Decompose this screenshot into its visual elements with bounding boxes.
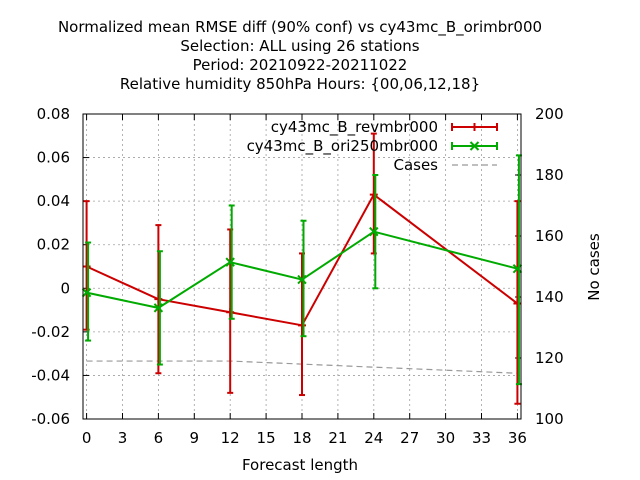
legend-marker	[469, 141, 480, 151]
x-tick-label: 36	[508, 429, 527, 447]
y2-tick-label: 180	[535, 166, 564, 184]
y2-tick-label: 120	[535, 349, 564, 367]
data-point	[298, 321, 306, 330]
y-tick-label: 0.08	[37, 105, 70, 123]
x-tick-label: 21	[328, 429, 347, 447]
data-point	[226, 308, 235, 317]
y2-tick-label: 200	[535, 105, 564, 123]
y-tick-label: -0.06	[31, 410, 70, 428]
legend-entry-label: Cases	[393, 156, 438, 174]
x-tick-label: 12	[221, 429, 240, 447]
data-point	[225, 257, 235, 267]
y2-tick-label: 100	[535, 410, 564, 428]
x-tick-label: 15	[257, 429, 276, 447]
data-point	[512, 263, 523, 274]
y2-tick-label: 160	[535, 227, 564, 245]
legend-marker	[470, 123, 479, 131]
x-tick-label: 0	[82, 429, 92, 447]
x-tick-label: 3	[118, 429, 128, 447]
x-tick-label: 27	[400, 429, 419, 447]
y-tick-label: 0.06	[37, 149, 70, 167]
title-line: Period: 20210922-20211022	[193, 56, 408, 74]
legend: cy43mc_B_revmbr000cy43mc_B_ori250mbr000C…	[247, 118, 498, 174]
data-point	[369, 190, 378, 199]
y-tick-label: -0.04	[31, 366, 70, 384]
x-axis-label: Forecast length	[242, 456, 358, 474]
x-tick-label: 24	[364, 429, 383, 447]
data-series	[81, 132, 523, 405]
legend-entry-label: cy43mc_B_revmbr000	[271, 118, 438, 137]
y-tick-label: -0.02	[31, 323, 70, 341]
data-point	[513, 299, 522, 308]
x-tick-label: 18	[292, 429, 311, 447]
data-point	[154, 295, 163, 304]
series-line	[86, 193, 519, 327]
grid-lines	[83, 114, 521, 419]
legend-entry-label: cy43mc_B_ori250mbr000	[247, 137, 438, 156]
y-tick-label: 0	[60, 279, 70, 297]
y-tick-label: 0.02	[37, 236, 70, 254]
title-line: Relative humidity 850hPa Hours: {00,06,1…	[120, 75, 480, 93]
x-tick-label: 6	[154, 429, 164, 447]
axis-ticks: 0 3 6 9 12 15 18 21 24 27 30 33 36-0.06-0.04-0.0200.…	[31, 105, 563, 447]
data-point	[369, 226, 379, 237]
x-tick-label: 9	[190, 429, 200, 447]
y2-tick-label: 140	[535, 288, 564, 306]
x-tick-label: 30	[436, 429, 455, 447]
title-line: Selection: ALL using 26 stations	[180, 37, 419, 55]
y-tick-label: 0.04	[37, 192, 70, 210]
y2-axis-label: No cases	[585, 233, 603, 301]
data-point	[153, 303, 164, 313]
chart-title: Normalized mean RMSE diff (90% conf) vs …	[58, 18, 542, 93]
plot-frame	[82, 113, 522, 420]
data-point	[82, 262, 91, 271]
series-line	[86, 230, 518, 309]
data-point	[297, 274, 307, 285]
data-point	[81, 287, 92, 298]
x-tick-label: 33	[472, 429, 491, 447]
title-line: Normalized mean RMSE diff (90% conf) vs …	[58, 18, 542, 37]
